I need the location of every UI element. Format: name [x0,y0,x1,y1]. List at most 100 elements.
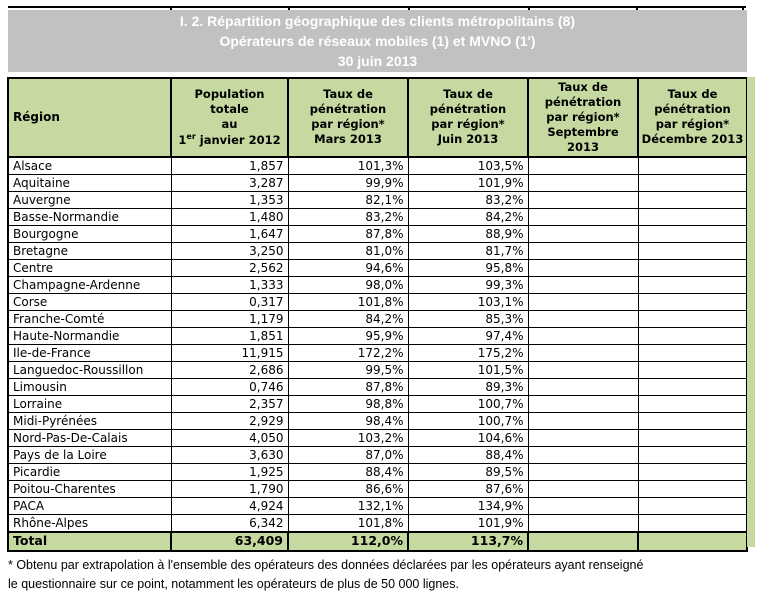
septembre-cell [527,326,639,345]
total-population-cell: 63,409 [170,530,289,552]
population-cell: 1,333 [170,275,289,294]
decembre-cell [637,326,748,345]
decembre-cell [637,207,748,226]
region-cell: Midi-Pyrénées [7,411,172,430]
juin-cell: 103,5% [407,156,529,175]
header-row: Région Population totale au 1er janvier 20… [7,77,748,158]
decembre-cell [637,496,748,515]
mars-cell: 132,1% [287,496,409,515]
title-line-3: 30 juin 2013 [337,53,418,69]
table-row: Bourgogne 1,647 87,8% 88,9% [7,224,748,243]
mars-cell: 94,6% [287,258,409,277]
header-taux-juin: Taux de pénétration par région* Juin 201… [407,77,529,158]
mars-cell: 83,2% [287,207,409,226]
table-row: Corse 0,317 101,8% 103,1% [7,292,748,311]
region-cell: Aquitaine [7,173,172,192]
population-cell: 1,790 [170,479,289,498]
decembre-cell [637,428,748,447]
juin-cell: 95,8% [407,258,529,277]
header-taux-mars: Taux de pénétration par région* Mars 201… [287,77,409,158]
septembre-cell [527,241,639,260]
region-cell: Ile-de-France [7,343,172,362]
table-row: Midi-Pyrénées 2,929 98,4% 100,7% [7,411,748,430]
decembre-cell [637,292,748,311]
border-tick [528,8,530,11]
mars-cell: 98,4% [287,411,409,430]
decembre-cell [637,377,748,396]
adjacent-column-sliver [747,77,755,547]
region-cell: Limousin [7,377,172,396]
population-cell: 1,353 [170,190,289,209]
septembre-cell [527,173,639,192]
table-row: Languedoc-Roussillon 2,686 99,5% 101,5% [7,360,748,379]
septembre-cell [527,275,639,294]
septembre-cell [527,190,639,209]
population-header-rest: janvier 2012 [195,132,281,147]
population-cell: 3,250 [170,241,289,260]
population-cell: 4,050 [170,428,289,447]
table-row: Alsace 1,857 101,3% 103,5% [7,156,748,175]
table-row: Picardie 1,925 88,4% 89,5% [7,462,748,481]
mars-cell: 81,0% [287,241,409,260]
mars-cell: 87,0% [287,445,409,464]
juin-cell: 88,4% [407,445,529,464]
total-juin-cell: 113,7% [407,530,529,552]
juin-cell: 84,2% [407,207,529,226]
header-taux-septembre: Taux de pénétration par région* Septembr… [527,77,639,158]
border-tick [742,8,744,11]
decembre-cell [637,309,748,328]
septembre-cell [527,258,639,277]
table-body: Alsace 1,857 101,3% 103,5% Aquitaine 3,287 99… [7,156,748,552]
region-cell: Poitou-Charentes [7,479,172,498]
decembre-cell [637,462,748,481]
population-cell: 2,357 [170,394,289,413]
septembre-cell [527,292,639,311]
table-row: Franche-Comté 1,179 84,2% 85,3% [7,309,748,328]
region-cell: Centre [7,258,172,277]
region-cell: Basse-Normandie [7,207,172,226]
border-tick [408,8,410,11]
truncated-table-border-line [8,6,746,11]
mars-cell: 99,5% [287,360,409,379]
region-cell: Nord-Pas-De-Calais [7,428,172,447]
table-row: Centre 2,562 94,6% 95,8% [7,258,748,277]
juin-cell: 89,5% [407,462,529,481]
juin-cell: 175,2% [407,343,529,362]
total-label-cell: Total [7,530,172,552]
table-row: Pays de la Loire 3,630 87,0% 88,4% [7,445,748,464]
juin-cell: 101,9% [407,173,529,192]
decembre-cell [637,394,748,413]
juin-cell: 101,5% [407,360,529,379]
table-row: Nord-Pas-De-Calais 4,050 103,2% 104,6% [7,428,748,447]
decembre-cell [637,190,748,209]
table-row: Haute-Normandie 1,851 95,9% 97,4% [7,326,748,345]
total-mars-cell: 112,0% [287,530,409,552]
region-cell: Champagne-Ardenne [7,275,172,294]
border-tick [636,8,638,11]
mars-cell: 98,0% [287,275,409,294]
total-septembre-cell [527,530,639,552]
region-cell: Auvergne [7,190,172,209]
population-header-line3: 1er janvier 2012 [174,132,285,148]
juin-cell: 81,7% [407,241,529,260]
population-cell: 1,857 [170,156,289,175]
population-header-sup: er [186,131,196,141]
table-row: Bretagne 3,250 81,0% 81,7% [7,241,748,260]
decembre-cell [637,479,748,498]
population-cell: 3,287 [170,173,289,192]
table-row: Rhône-Alpes 6,342 101,8% 101,9% [7,513,748,533]
juin-cell: 99,3% [407,275,529,294]
septembre-cell [527,377,639,396]
mars-cell: 88,4% [287,462,409,481]
population-header-line1: Population totale [194,87,265,116]
septembre-cell [527,496,639,515]
region-cell: Franche-Comté [7,309,172,328]
septembre-cell [527,428,639,447]
septembre-cell [527,513,639,533]
septembre-cell [527,343,639,362]
septembre-cell [527,462,639,481]
population-cell: 1,179 [170,309,289,328]
mars-cell: 172,2% [287,343,409,362]
region-cell: Corse [7,292,172,311]
title-line-2: Opérateurs de réseaux mobiles (1) et MVN… [219,33,536,49]
